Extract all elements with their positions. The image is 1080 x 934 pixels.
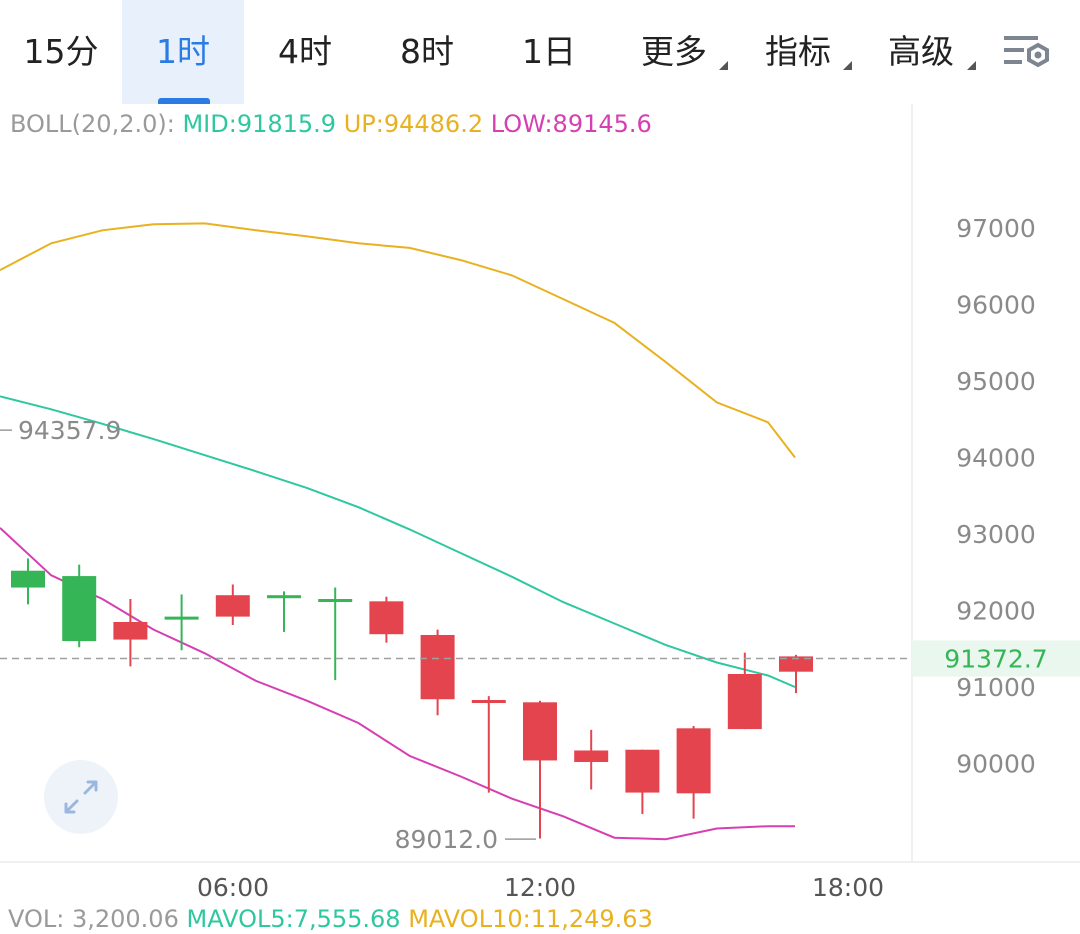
candle-body xyxy=(267,595,301,599)
candle-body xyxy=(779,656,813,672)
middle-band-line xyxy=(0,395,796,688)
x-axis-ticks: 06:00 12:00 18:00 xyxy=(197,873,884,902)
y-tick-label: 94000 xyxy=(956,444,1036,473)
y-tick-label: 91000 xyxy=(956,673,1036,702)
dropdown-triangle-icon xyxy=(967,61,976,70)
tab-more-label: 更多 xyxy=(641,32,707,71)
tab-advanced-label: 高级 xyxy=(888,32,954,71)
candle-body xyxy=(523,702,557,761)
tab-1d[interactable]: 1日 xyxy=(488,0,610,104)
dropdown-triangle-icon xyxy=(843,61,852,70)
chart-grid xyxy=(0,104,1080,863)
lower-band-line xyxy=(0,527,795,841)
y-tick-label: 96000 xyxy=(956,291,1036,320)
dropdown-triangle-icon xyxy=(719,61,728,70)
y-tick-label: 93000 xyxy=(956,520,1036,549)
period-tab-bar: 15分 1时 4时 8时 1日 更多 指标 高级 xyxy=(0,0,1080,104)
tab-15m[interactable]: 15分 xyxy=(0,0,122,104)
candle-body xyxy=(113,621,148,640)
tab-8h-label: 8时 xyxy=(400,32,454,71)
tab-15m-label: 15分 xyxy=(23,32,99,71)
tab-advanced[interactable]: 高级 xyxy=(868,0,976,104)
candle-body xyxy=(164,616,199,620)
x-tick-label: 18:00 xyxy=(812,873,884,902)
candle-body xyxy=(727,673,762,730)
candle-body xyxy=(625,749,660,793)
candlestick-chart[interactable]: 91372.7 94357.9 89012.0 97000 96000 95000 940… xyxy=(0,104,1080,904)
candle-body xyxy=(215,595,250,617)
boll-low-value: LOW:89145.6 xyxy=(490,110,652,138)
tab-8h[interactable]: 8时 xyxy=(366,0,488,104)
high-price-label: 94357.9 xyxy=(18,416,121,445)
tab-indicators[interactable]: 指标 xyxy=(746,0,852,104)
boll-indicator-legend: BOLL(20,2.0): MID:91815.9 UP:94486.2 LOW… xyxy=(10,108,652,140)
active-tab-indicator xyxy=(158,98,210,104)
current-price-label: 91372.7 xyxy=(944,644,1047,673)
candles xyxy=(11,558,813,839)
candle-body xyxy=(676,728,711,794)
candle-body xyxy=(11,570,45,588)
tab-1h[interactable]: 1时 xyxy=(122,0,244,104)
volume-value: VOL: 3,200.06 xyxy=(8,905,179,933)
fullscreen-button[interactable] xyxy=(44,760,118,834)
boll-name: BOLL(20,2.0): xyxy=(10,110,175,138)
low-price-label: 89012.0 xyxy=(395,825,498,854)
expand-arrows-icon xyxy=(64,780,98,814)
upper-band-line xyxy=(0,222,796,459)
current-price-tag xyxy=(912,640,1080,677)
candle-body xyxy=(369,601,404,635)
candle-body xyxy=(318,599,353,603)
y-axis-ticks: 97000 96000 95000 94000 93000 92000 91000 90000 xyxy=(956,214,1036,779)
x-tick-label: 06:00 xyxy=(197,873,269,902)
volume-ma5-value: MAVOL5:7,555.68 xyxy=(186,905,401,933)
candle-body xyxy=(62,576,97,642)
boll-up-value: UP:94486.2 xyxy=(343,110,484,138)
chart-settings-icon[interactable] xyxy=(1000,30,1056,76)
y-tick-label: 90000 xyxy=(956,750,1036,779)
y-tick-label: 92000 xyxy=(956,597,1036,626)
tab-1d-label: 1日 xyxy=(522,32,576,71)
tab-1h-label: 1时 xyxy=(156,32,210,71)
boll-mid-value: MID:91815.9 xyxy=(182,110,337,138)
candle-body xyxy=(471,700,506,704)
volume-ma10-value: MAVOL10:11,249.63 xyxy=(408,905,653,933)
volume-indicator-legend: VOL: 3,200.06 MAVOL5:7,555.68 MAVOL10:11… xyxy=(8,904,653,934)
bollinger-bands xyxy=(0,222,796,841)
y-tick-label: 95000 xyxy=(956,367,1036,396)
candle-body xyxy=(420,634,455,700)
candle-body xyxy=(574,750,609,762)
tab-more[interactable]: 更多 xyxy=(622,0,728,104)
tab-4h[interactable]: 4时 xyxy=(244,0,366,104)
tab-indicators-label: 指标 xyxy=(765,32,831,71)
y-tick-label: 97000 xyxy=(956,214,1036,243)
x-tick-label: 12:00 xyxy=(504,873,576,902)
price-guides: 91372.7 94357.9 89012.0 xyxy=(0,416,1080,854)
tab-4h-label: 4时 xyxy=(278,32,332,71)
